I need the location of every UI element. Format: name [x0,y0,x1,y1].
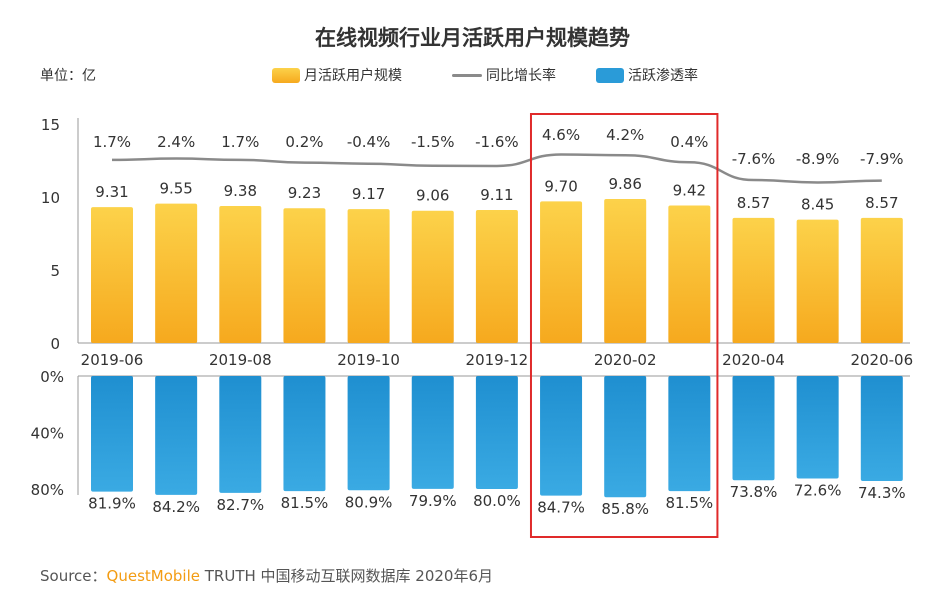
mau-value-label: 9.55 [159,180,192,198]
top-y-tick-label: 15 [41,116,60,134]
yoy-value-label: -1.5% [411,133,455,151]
x-tick-label: 2020-06 [850,351,913,369]
x-tick-label: 2019-08 [209,351,272,369]
mau-bar [91,207,133,343]
penetration-value-label: 80.0% [473,492,521,510]
legend-penetration-label: 活跃渗透率 [628,68,698,84]
mau-value-label: 9.06 [416,187,449,205]
yoy-growth-line [111,153,882,184]
x-tick-label: 2020-02 [594,351,657,369]
yoy-value-label: 1.7% [93,133,131,151]
penetration-value-label: 84.7% [537,499,585,517]
mau-bar [796,219,839,343]
penetration-bar [860,376,903,481]
penetration-value-label: 82.7% [216,496,264,514]
unit-label: 单位：亿 [40,68,96,84]
yoy-value-label: -7.6% [732,150,776,168]
source-note: Source：QuestMobile TRUTH 中国移动互联网数据库 2020… [40,565,493,586]
mau-bar [475,209,518,343]
yoy-value-label: 4.6% [542,126,580,144]
yoy-value-label: -1.6% [475,133,519,151]
mau-value-label: 8.57 [737,194,770,212]
mau-value-label: 9.31 [95,183,128,201]
penetration-bar [347,376,390,491]
legend-yoy-swatch [452,73,482,77]
mau-bar [732,217,775,343]
penetration-value-label: 85.8% [601,500,649,518]
penetration-value-label: 73.8% [730,483,778,501]
penetration-bar [604,376,647,498]
mau-bar [540,201,583,343]
x-tick-label: 2019-06 [81,351,144,369]
penetration-bar [91,376,133,492]
mau-value-label: 9.11 [480,186,513,204]
penetration-bar [155,376,198,495]
mau-bar [283,208,326,343]
yoy-value-label: -7.9% [860,150,904,168]
yoy-value-label: 2.4% [157,133,195,151]
x-tick-label: 2019-10 [337,351,400,369]
mau-bar [347,209,390,343]
source-brand: QuestMobile [106,567,200,585]
yoy-value-label: -0.4% [347,133,391,151]
penetration-bar [475,376,518,489]
penetration-value-label: 81.9% [88,495,136,513]
penetration-value-label: 84.2% [152,498,200,516]
penetration-bar [540,376,583,496]
mau-bar [219,206,262,343]
penetration-value-label: 79.9% [409,492,457,510]
yoy-value-label: 1.7% [221,133,259,151]
yoy-value-label: -8.9% [796,150,840,168]
top-y-tick-label: 5 [50,262,60,280]
legend-yoy-label: 同比增长率 [486,68,556,84]
top-y-tick-label: 10 [41,189,60,207]
legend-mau-label: 月活跃用户规模 [304,68,402,84]
penetration-bar [283,376,326,492]
penetration-value-label: 72.6% [794,482,842,500]
bottom-y-tick-label: 40% [31,425,64,443]
penetration-value-label: 74.3% [858,484,906,502]
mau-value-label: 8.57 [865,194,898,212]
mau-value-label: 9.23 [288,184,321,202]
penetration-bar [668,376,711,492]
mau-bar [411,210,454,343]
yoy-value-label: 0.4% [670,133,708,151]
mau-value-label: 9.17 [352,185,385,203]
mau-value-label: 9.70 [544,177,577,195]
top-y-tick-label: 0 [50,335,60,353]
mau-bar [604,199,647,343]
mau-bar [155,203,198,343]
mau-value-label: 8.45 [801,196,834,214]
penetration-bar [796,376,839,479]
legend-yoy: 同比增长率 [452,65,556,85]
highlight-box [529,113,719,538]
yoy-value-label: 4.2% [606,126,644,144]
mau-value-label: 9.42 [673,181,706,199]
source-prefix: Source： [40,567,107,585]
x-tick-label: 2020-04 [722,351,785,369]
mau-value-label: 9.38 [224,182,257,200]
legend-penetration-swatch [596,67,624,83]
penetration-value-label: 80.9% [345,493,393,511]
yoy-value-label: 0.2% [285,133,323,151]
bottom-y-tick-label: 0% [40,368,64,386]
penetration-value-label: 81.5% [281,494,329,512]
source-rest: TRUTH 中国移动互联网数据库 2020年6月 [199,567,494,585]
penetration-bar [411,376,454,489]
penetration-value-label: 81.5% [666,494,714,512]
chart-title: 在线视频行业月活跃用户规模趋势 [315,26,630,50]
mau-bar [668,205,711,343]
legend-mau-swatch [272,67,300,83]
legend-penetration: 活跃渗透率 [596,65,698,85]
penetration-bar [732,376,775,481]
legend-mau: 月活跃用户规模 [272,65,402,85]
penetration-bar [219,376,262,493]
bottom-y-tick-label: 80% [31,481,64,499]
x-tick-label: 2019-12 [466,351,529,369]
mau-bar [860,217,903,343]
mau-value-label: 9.86 [608,175,641,193]
